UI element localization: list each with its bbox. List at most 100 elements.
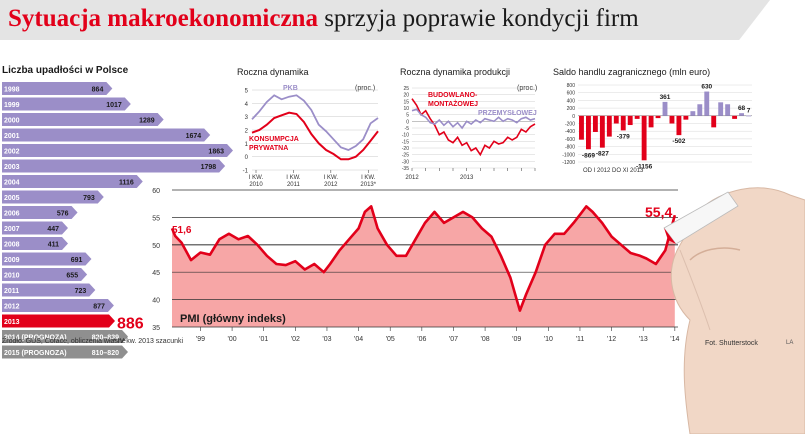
pmi-ytick-35: 35 <box>152 325 160 332</box>
prod-line-0 <box>411 98 536 157</box>
bank-bar-2011 <box>2 283 96 297</box>
bank-value-15: 886 <box>117 316 144 333</box>
bank-category-0: 1998 <box>4 87 20 94</box>
bank-value-13: 723 <box>75 288 87 295</box>
trade-bar-9 <box>641 115 647 161</box>
gdp-ytick-1: 1 <box>245 142 249 148</box>
bank-value-17: 810–820 <box>92 350 119 357</box>
bank-chart-title: Liczba upadłości w Polsce <box>2 65 129 76</box>
prod-label-bud-2: MONTAŻOWEJ <box>428 100 478 108</box>
bank-category-6: 2004 <box>4 180 20 187</box>
prod-ytick-10: 10 <box>403 106 409 112</box>
bank-bar-2008 <box>2 237 68 250</box>
bank-category-13: 2011 <box>4 288 19 295</box>
bank-bar-2007 <box>2 221 68 235</box>
trade-ytick-200: 200 <box>567 106 576 112</box>
prod-chart-title: Roczna dynamika produkcji <box>400 67 510 77</box>
trade-bar-18 <box>704 91 710 116</box>
gdp-ytick-2: 2 <box>245 129 249 135</box>
trade-bar-3 <box>599 115 605 148</box>
prod-ytick-0: 0 <box>406 119 409 125</box>
prod-ytick-20: 20 <box>403 93 409 99</box>
pmi-ytick-50: 50 <box>152 243 160 250</box>
trade-bar-16 <box>690 111 696 116</box>
trade-bar-22 <box>732 115 738 119</box>
gdp-xlabel-a-0: I KW. <box>249 175 264 181</box>
bank-category-15: 2013 <box>4 319 20 326</box>
bank-bar-2003 <box>2 159 226 173</box>
bank-bar-2010 <box>2 268 88 281</box>
trade-bar-5 <box>613 115 619 124</box>
bank-bar-2009 <box>2 252 92 266</box>
bank-value-10: 411 <box>48 242 59 249</box>
trade-bar-13 <box>669 115 675 124</box>
pmi-xlabel-5: '04 <box>354 336 363 343</box>
gdp-xlabel-b-0: 2010 <box>249 182 263 188</box>
prod-ytick--15: -15 <box>402 139 409 145</box>
bank-value-16: 820–839 <box>92 335 119 342</box>
prod-unit: (proc.) <box>517 85 537 92</box>
trade-ytick-400: 400 <box>567 98 576 104</box>
trade-value-23: 68 <box>738 105 746 112</box>
trade-bar-4 <box>606 115 612 137</box>
trade-bar-8 <box>634 115 640 119</box>
gdp-xlabel-a-1: I KW. <box>286 175 301 181</box>
bank-value-4: 1863 <box>208 149 224 156</box>
bank-bar-2002 <box>2 144 233 157</box>
pmi-ytick-45: 45 <box>152 270 160 277</box>
trade-note: OD I 2012 DO XI 2013 <box>583 168 644 174</box>
bank-value-1: 1017 <box>106 102 122 109</box>
trade-bar-15 <box>683 115 689 120</box>
trade-bar-1 <box>586 115 591 150</box>
trade-bar-11 <box>655 115 661 119</box>
trade-value-18: 630 <box>701 84 712 91</box>
trade-bar-21 <box>725 104 731 116</box>
headline-red: Sytuacja makroekonomiczna <box>8 5 318 32</box>
pmi-area <box>172 206 675 327</box>
hand-crease <box>689 247 741 261</box>
pmi-xlabel-3: '02 <box>291 336 300 343</box>
headline-dark: sprzyja poprawie kondycji firm <box>324 5 639 32</box>
bank-bar-2006 <box>2 206 78 219</box>
trade-bar-23 <box>739 113 744 116</box>
trade-bar-24 <box>746 115 751 117</box>
photo-credit: Fot. Shutterstock <box>705 340 758 347</box>
trade-value-9: -1156 <box>636 163 653 170</box>
trade-ytick-600: 600 <box>567 91 576 97</box>
bank-category-11: 2009 <box>4 257 20 264</box>
gdp-line-1 <box>251 111 379 161</box>
gdp-xlabel-b-1: 2011 <box>287 182 301 188</box>
prod-ytick--10: -10 <box>402 133 409 139</box>
pmi-xlabel-15: '14 <box>670 336 679 343</box>
pmi-xlabel-10: '09 <box>512 336 521 343</box>
pmi-xlabel-1: '00 <box>228 336 237 343</box>
gdp-label-pkb: PKB <box>283 85 298 92</box>
hand-wrist-line <box>679 249 711 331</box>
gdp-xlabel-b-2: 2012 <box>324 182 338 188</box>
trade-ytick--1000: -1000 <box>562 152 575 158</box>
bank-category-7: 2005 <box>4 195 20 202</box>
trade-ytick-800: 800 <box>567 83 576 89</box>
trade-bar-14 <box>676 115 682 136</box>
bank-bar-2014 (PROGNOZA) <box>2 330 128 343</box>
bank-value-0: 864 <box>92 87 104 94</box>
headline: Sytuacja makroekonomiczna sprzyja popraw… <box>0 0 770 40</box>
author-tag: LA <box>786 340 794 346</box>
pmi-end-label: 55,4 <box>645 204 672 220</box>
pmi-xlabel-8: '07 <box>449 336 458 343</box>
prod-ytick--25: -25 <box>402 153 409 159</box>
gdp-unit: (proc.) <box>355 85 375 92</box>
gdp-xlabel-a-3: I KW. <box>361 175 376 181</box>
pmi-xlabel-6: '05 <box>386 336 395 343</box>
trade-value-24: 7 <box>747 108 751 115</box>
bank-value-7: 793 <box>83 195 95 202</box>
trade-bar-17 <box>697 104 703 116</box>
pmi-xlabel-2: '01 <box>259 336 268 343</box>
bank-value-12: 655 <box>66 273 78 280</box>
trade-bar-20 <box>718 102 724 116</box>
bank-value-14: 877 <box>93 304 105 311</box>
prod-ytick--20: -20 <box>402 146 409 152</box>
pmi-xlabel-7: '06 <box>417 336 426 343</box>
bank-bar-2012 <box>2 299 114 312</box>
pmi-xlabel-0: '99 <box>196 336 205 343</box>
